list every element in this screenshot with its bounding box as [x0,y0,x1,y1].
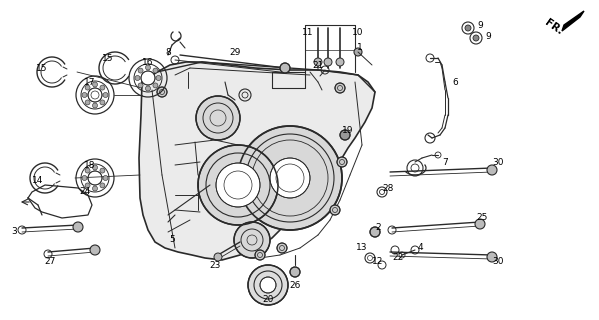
Text: 22: 22 [392,253,404,262]
Circle shape [100,100,105,105]
Circle shape [85,100,90,105]
Circle shape [85,168,90,173]
Circle shape [270,158,310,198]
Circle shape [85,85,90,90]
Circle shape [260,277,276,293]
Text: 23: 23 [209,260,220,269]
Text: 28: 28 [382,183,394,193]
Circle shape [82,175,87,180]
Text: 15: 15 [37,63,48,73]
Circle shape [103,92,108,98]
Circle shape [340,130,350,140]
Circle shape [336,58,344,66]
Circle shape [314,58,322,66]
Text: 30: 30 [492,258,504,267]
Circle shape [100,85,105,90]
Text: 20: 20 [262,295,274,305]
Circle shape [335,83,345,93]
Circle shape [157,87,167,97]
Text: 18: 18 [84,161,96,170]
Text: 3: 3 [11,228,17,236]
Polygon shape [139,62,375,260]
Text: 14: 14 [32,175,44,185]
Circle shape [88,171,102,185]
Circle shape [238,126,342,230]
Circle shape [196,96,240,140]
Circle shape [234,222,270,258]
Text: 12: 12 [373,258,384,267]
Text: 30: 30 [492,157,504,166]
Text: 1: 1 [357,43,363,52]
Text: 25: 25 [476,213,488,222]
Circle shape [88,88,102,102]
Circle shape [138,68,143,73]
Text: 2: 2 [375,223,381,233]
Text: 27: 27 [44,258,56,267]
Circle shape [100,183,105,188]
Circle shape [324,58,332,66]
Circle shape [92,165,98,170]
Circle shape [90,245,100,255]
Circle shape [141,71,155,85]
Text: 10: 10 [352,28,364,36]
Text: 29: 29 [229,47,241,57]
Circle shape [92,186,98,191]
Text: 24: 24 [80,188,90,196]
Text: 16: 16 [142,58,154,67]
Text: 26: 26 [289,281,301,290]
Circle shape [354,48,362,56]
Circle shape [475,219,485,229]
Circle shape [153,68,158,73]
Circle shape [255,250,265,260]
Circle shape [473,35,479,41]
Circle shape [85,183,90,188]
Text: 17: 17 [84,77,96,86]
Text: 9: 9 [477,20,483,29]
Circle shape [330,205,340,215]
Text: 4: 4 [417,244,423,252]
Text: FR.: FR. [543,17,565,37]
Circle shape [214,253,222,261]
Circle shape [277,243,287,253]
Circle shape [100,168,105,173]
Text: 6: 6 [452,77,458,86]
Text: 19: 19 [342,125,354,134]
Circle shape [156,76,161,81]
Text: 21: 21 [312,60,323,69]
Circle shape [248,265,288,305]
Circle shape [337,157,347,167]
Circle shape [92,82,98,87]
Circle shape [216,163,260,207]
Circle shape [290,267,300,277]
Circle shape [138,83,143,88]
Circle shape [82,92,87,98]
Circle shape [487,252,497,262]
Text: 5: 5 [169,236,175,244]
Circle shape [153,83,158,88]
Circle shape [370,227,380,237]
Circle shape [280,63,290,73]
Polygon shape [562,11,584,31]
Text: 15: 15 [102,53,114,62]
Circle shape [146,86,150,91]
Circle shape [198,145,278,225]
Circle shape [103,175,108,180]
Text: 8: 8 [165,47,171,57]
Text: 9: 9 [485,31,491,41]
Circle shape [487,165,497,175]
Circle shape [73,222,83,232]
Circle shape [92,103,98,108]
Text: 11: 11 [302,28,314,36]
Circle shape [135,76,140,81]
Text: 7: 7 [442,157,448,166]
Circle shape [465,25,471,31]
Text: 13: 13 [356,244,368,252]
Circle shape [146,65,150,70]
